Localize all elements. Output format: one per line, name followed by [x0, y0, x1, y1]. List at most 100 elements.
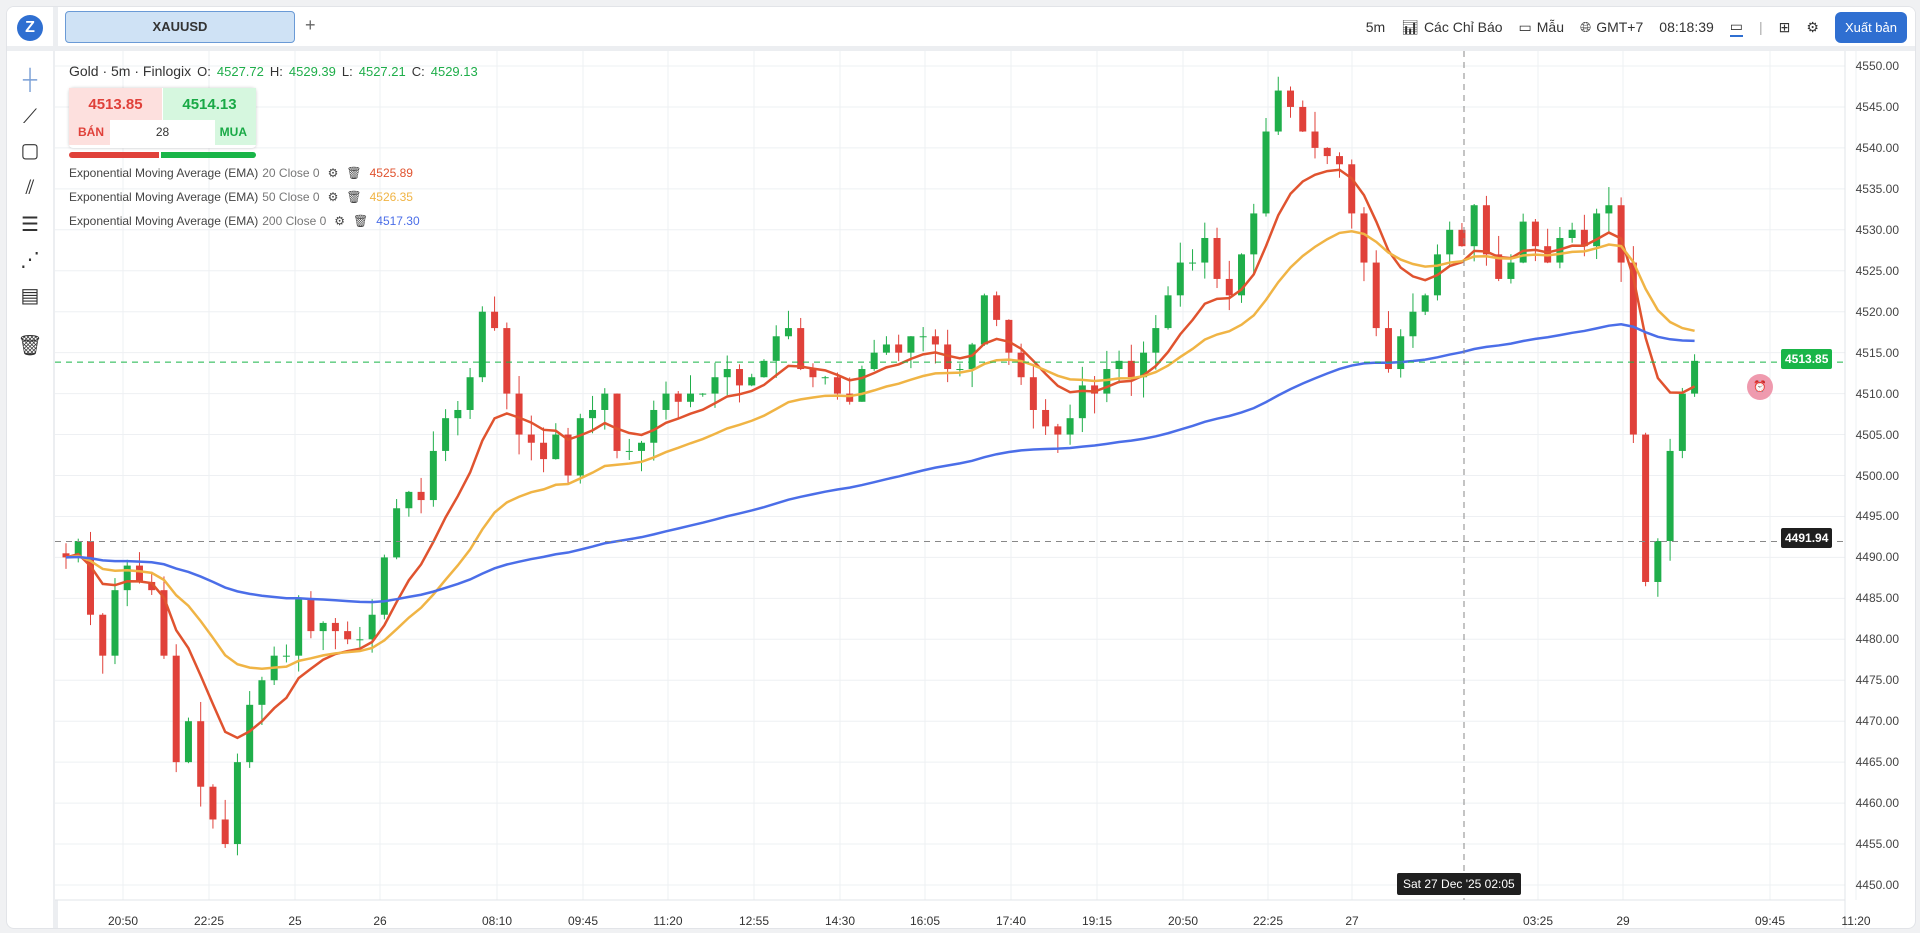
candle-body	[111, 590, 119, 656]
close-label: C:	[411, 63, 425, 79]
time-tick-label: 09:45	[567, 914, 599, 928]
grid-icon[interactable]: ⊞	[1778, 18, 1791, 35]
candle-body	[1189, 262, 1197, 264]
price-tick-label: 4520.00	[1855, 304, 1899, 319]
candle-body	[1642, 434, 1650, 582]
price-tick-label: 4460.00	[1855, 796, 1899, 811]
candle-body	[1262, 131, 1270, 214]
buy-label: MUA	[219, 125, 247, 139]
parallel-channel-icon[interactable]: ⫽	[25, 177, 35, 199]
candle-body	[307, 598, 315, 632]
candle-body	[1054, 426, 1062, 435]
candle-body	[1617, 205, 1625, 263]
buy-sell-panel: 4513.85 BÁN 4514.13 MUA 28	[69, 88, 256, 148]
candle-body	[466, 377, 474, 410]
add-tab-button[interactable]: +	[305, 15, 316, 35]
gear-icon[interactable]: ⚙	[327, 166, 339, 180]
indicator-value: 4526.35	[369, 190, 413, 204]
candle-body	[735, 369, 743, 386]
candle-body	[1678, 393, 1686, 451]
gear-icon[interactable]: ⚙	[1806, 18, 1819, 35]
ema-line-50	[65, 229, 1695, 670]
candle-body	[613, 393, 621, 451]
trend-line-icon[interactable]: ⟋	[23, 106, 37, 128]
price-chart[interactable]	[55, 51, 1916, 929]
rectangle-icon[interactable]: ▢	[20, 140, 40, 162]
candle-body	[1360, 213, 1368, 263]
time-tick-label: 08:10	[481, 914, 513, 928]
candle-body	[1250, 213, 1258, 255]
time-tick-label: 20:50	[107, 914, 139, 928]
candle-body	[1066, 418, 1074, 435]
candle-body	[895, 344, 903, 353]
candle-body	[699, 393, 707, 395]
time-tick-label: 26	[373, 914, 387, 928]
price-tick-label: 4515.00	[1855, 345, 1899, 360]
gann-fan-icon[interactable]: ⋰	[20, 249, 40, 271]
candle-body	[1115, 360, 1123, 370]
price-tick-label: 4510.00	[1855, 386, 1899, 401]
price-tick-label: 4465.00	[1855, 755, 1899, 770]
candle-body	[1152, 328, 1160, 353]
candle-body	[1213, 237, 1221, 279]
candle-body	[258, 680, 266, 705]
candle-body	[589, 409, 597, 419]
indicator-params: 20 Close 0	[262, 166, 320, 180]
time-tick-label: 09:45	[1754, 914, 1786, 928]
publish-button[interactable]: Xuất bản	[1834, 11, 1907, 43]
trash-icon[interactable]: 🗑︎	[17, 335, 43, 357]
candle-body	[1091, 385, 1099, 394]
indicator-value: 4525.89	[369, 166, 413, 180]
indicators-button[interactable]: 📊︎ Các Chỉ Báo	[1401, 18, 1503, 36]
layout-icon[interactable]: ▭	[1729, 18, 1744, 37]
indicators-icon: 📊︎	[1401, 18, 1419, 35]
trash-icon[interactable]: 🗑︎	[353, 214, 369, 228]
candle-body	[478, 311, 486, 378]
candle-body	[99, 614, 107, 656]
candle-body	[882, 344, 890, 353]
candle-body	[393, 508, 401, 558]
price-tick-label: 4480.00	[1855, 632, 1899, 647]
indicator-name: Exponential Moving Average (EMA)	[69, 166, 259, 180]
time-tick-label: 22:25	[1252, 914, 1284, 928]
candle-body	[1507, 262, 1515, 279]
text-note-icon[interactable]: ▤	[20, 285, 40, 307]
gear-icon[interactable]: ⚙	[327, 190, 339, 204]
candle-body	[956, 369, 964, 371]
crosshair-price-label: 4491.94	[1781, 528, 1833, 548]
low-label: L:	[341, 63, 353, 79]
candle-body	[784, 328, 792, 337]
app-logo[interactable]: Z	[17, 15, 43, 41]
time-tick-label: 29	[1616, 914, 1630, 928]
chart-legend: Gold · 5m · Finlogix O: 4527.72 H: 4529.39…	[69, 63, 478, 79]
candle-body	[993, 295, 1001, 320]
candle-body	[576, 418, 584, 476]
candle-body	[160, 590, 168, 656]
symbol-tab[interactable]: XAUUSD	[65, 11, 295, 43]
sell-price: 4513.85	[88, 96, 143, 113]
candle-body	[858, 369, 866, 402]
candle-body	[184, 721, 192, 763]
high-label: H:	[269, 63, 283, 79]
timezone-button[interactable]: 🌐︎ GMT+7	[1580, 18, 1644, 36]
candle-body	[1005, 319, 1013, 353]
candle-body	[1299, 106, 1307, 132]
interval-button[interactable]: 5m	[1365, 19, 1386, 35]
fib-retracement-icon[interactable]: ☰	[21, 214, 39, 236]
candle-body	[454, 409, 462, 419]
crosshair-icon[interactable]: ┼	[22, 69, 38, 91]
candle-body	[1691, 360, 1699, 394]
candle-body	[405, 491, 413, 509]
alert-icon[interactable]: ⏰	[1747, 374, 1773, 400]
trash-icon[interactable]: 🗑︎	[346, 166, 362, 180]
gear-icon[interactable]: ⚙	[334, 214, 346, 228]
candle-body	[1654, 541, 1662, 582]
candle-body	[1287, 90, 1294, 107]
templates-button[interactable]: ▭ Mẫu	[1518, 18, 1564, 36]
price-tick-label: 4505.00	[1855, 427, 1899, 442]
time-tick-label: 11:20	[653, 914, 683, 928]
candle-body	[1605, 205, 1613, 214]
trash-icon[interactable]: 🗑︎	[346, 190, 362, 204]
sell-label: BÁN	[78, 125, 104, 139]
price-tick-label: 4540.00	[1855, 140, 1899, 155]
